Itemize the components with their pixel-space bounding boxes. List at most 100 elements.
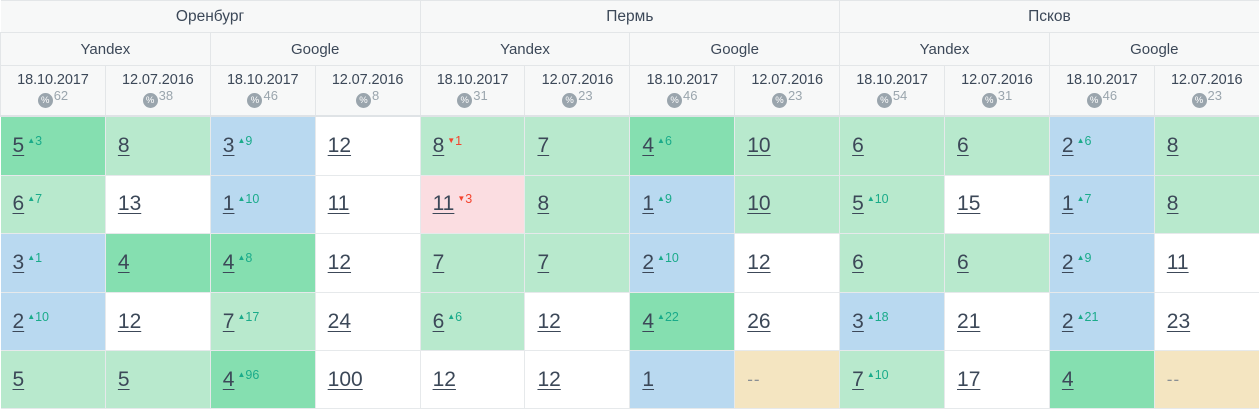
rank-value[interactable]: 3 xyxy=(12,251,25,275)
rank-value[interactable]: 3 xyxy=(852,309,864,333)
rank-value[interactable]: 8 xyxy=(432,133,445,157)
rank-value[interactable]: 15 xyxy=(957,192,981,216)
rank-value[interactable]: 12 xyxy=(432,367,456,391)
rank-cell[interactable]: 4 ▲96 xyxy=(209,350,316,409)
rank-value[interactable]: 5 xyxy=(117,367,130,391)
rank-cell[interactable]: 6 xyxy=(839,116,946,176)
date-column-header[interactable]: 18.10.2017% 46 xyxy=(1048,65,1155,117)
rank-cell[interactable]: 4 ▲6 xyxy=(629,116,736,176)
rank-cell[interactable]: 1 ▲10 xyxy=(209,175,316,235)
rank-value[interactable]: 5 xyxy=(12,367,25,391)
rank-value[interactable]: 4 xyxy=(1061,367,1074,391)
rank-cell[interactable]: 12 xyxy=(524,350,631,409)
rank-cell[interactable]: 11 ▼3 xyxy=(419,175,526,235)
rank-cell[interactable]: 7 ▲10 xyxy=(839,350,946,409)
rank-value[interactable]: 12 xyxy=(537,367,561,391)
rank-cell[interactable]: 4 xyxy=(1048,350,1155,409)
date-column-header[interactable]: 12.07.2016% 23 xyxy=(734,65,841,117)
rank-cell[interactable]: 26 xyxy=(734,292,841,352)
rank-value[interactable]: 4 xyxy=(222,251,235,275)
rank-cell[interactable]: 6 ▲6 xyxy=(419,292,526,352)
rank-cell[interactable]: 7 xyxy=(419,233,526,293)
rank-value[interactable]: 8 xyxy=(117,133,130,157)
rank-value[interactable]: 1 xyxy=(1061,192,1074,216)
rank-value[interactable]: 4 xyxy=(117,251,130,275)
rank-value[interactable]: 24 xyxy=(327,309,352,333)
rank-value[interactable]: 11 xyxy=(327,192,350,216)
rank-cell[interactable]: 5 ▲10 xyxy=(839,175,946,235)
rank-cell[interactable]: 4 ▲22 xyxy=(629,292,736,352)
rank-cell[interactable]: 15 xyxy=(944,175,1050,235)
date-column-header[interactable]: 12.07.2016% 23 xyxy=(1153,65,1259,117)
rank-cell[interactable]: 8 ▼1 xyxy=(419,116,526,176)
rank-cell[interactable]: 5 xyxy=(0,350,106,409)
rank-cell[interactable]: 7 ▲17 xyxy=(209,292,316,352)
rank-cell[interactable]: 4 xyxy=(104,233,211,293)
rank-cell[interactable]: 12 xyxy=(104,292,211,352)
rank-value[interactable]: 6 xyxy=(957,133,969,157)
rank-cell[interactable]: 8 xyxy=(1153,116,1259,176)
date-column-header[interactable]: 12.07.2016% 38 xyxy=(104,65,211,117)
rank-cell[interactable]: 6 ▲7 xyxy=(0,175,106,235)
rank-value[interactable]: 12 xyxy=(747,251,771,275)
rank-value[interactable]: 11 xyxy=(432,192,455,216)
rank-cell[interactable]: 17 xyxy=(944,350,1050,409)
rank-cell[interactable]: 11 xyxy=(1153,233,1259,293)
rank-cell[interactable]: 13 xyxy=(104,175,211,235)
rank-cell[interactable]: 8 xyxy=(104,116,211,176)
rank-value[interactable]: 2 xyxy=(1061,309,1074,333)
rank-value[interactable]: 7 xyxy=(537,133,550,157)
rank-cell[interactable]: 10 xyxy=(734,175,841,235)
date-column-header[interactable]: 18.10.2017% 46 xyxy=(209,65,316,117)
rank-cell[interactable]: 3 ▲18 xyxy=(839,292,946,352)
rank-cell[interactable]: 2 ▲9 xyxy=(1048,233,1155,293)
date-column-header[interactable]: 18.10.2017% 31 xyxy=(419,65,526,117)
date-column-header[interactable]: 18.10.2017% 62 xyxy=(0,65,106,117)
rank-cell[interactable]: 3 ▲9 xyxy=(209,116,316,176)
rank-value[interactable]: 12 xyxy=(327,251,352,275)
rank-cell[interactable]: 21 xyxy=(944,292,1050,352)
rank-value[interactable]: 2 xyxy=(1061,251,1074,275)
rank-value[interactable]: 5 xyxy=(852,192,864,216)
rank-cell[interactable]: 2 ▲21 xyxy=(1048,292,1155,352)
rank-cell[interactable]: 7 xyxy=(524,233,631,293)
date-column-header[interactable]: 12.07.2016% 31 xyxy=(944,65,1050,117)
rank-value[interactable]: 7 xyxy=(432,251,445,275)
rank-value[interactable]: 26 xyxy=(747,309,771,333)
rank-value[interactable]: 10 xyxy=(747,192,771,216)
rank-value[interactable]: 8 xyxy=(1166,133,1179,157)
rank-cell[interactable]: 2 ▲10 xyxy=(0,292,106,352)
rank-value[interactable]: 4 xyxy=(642,309,655,333)
rank-cell[interactable]: 6 xyxy=(944,116,1050,176)
rank-value[interactable]: 6 xyxy=(957,251,969,275)
rank-cell[interactable]: 23 xyxy=(1153,292,1259,352)
rank-cell[interactable]: 6 xyxy=(839,233,946,293)
rank-value[interactable]: 8 xyxy=(537,192,550,216)
rank-value[interactable]: 7 xyxy=(852,367,864,391)
rank-cell[interactable]: 11 xyxy=(314,175,421,235)
rank-cell[interactable]: 5 ▲3 xyxy=(0,116,106,176)
rank-cell[interactable]: 8 xyxy=(1153,175,1259,235)
rank-value[interactable]: 12 xyxy=(117,309,142,333)
date-column-header[interactable]: 12.07.2016% 8 xyxy=(314,65,421,117)
rank-value[interactable]: 8 xyxy=(1166,192,1179,216)
rank-cell[interactable]: 8 xyxy=(524,175,631,235)
rank-value[interactable]: 1 xyxy=(642,192,655,216)
rank-cell[interactable]: 1 ▲9 xyxy=(629,175,736,235)
rank-value[interactable]: 6 xyxy=(852,133,864,157)
date-column-header[interactable]: 18.10.2017% 54 xyxy=(839,65,946,117)
rank-value[interactable]: 5 xyxy=(12,133,25,157)
rank-cell[interactable]: 12 xyxy=(314,233,421,293)
rank-cell[interactable]: 12 xyxy=(419,350,526,409)
date-column-header[interactable]: 12.07.2016% 23 xyxy=(524,65,631,117)
rank-value[interactable]: 6 xyxy=(432,309,445,333)
rank-value[interactable]: 2 xyxy=(642,251,655,275)
rank-value[interactable]: 4 xyxy=(642,133,655,157)
rank-cell[interactable]: 24 xyxy=(314,292,421,352)
rank-value[interactable]: 12 xyxy=(327,133,352,157)
rank-value[interactable]: 1 xyxy=(222,192,235,216)
rank-cell[interactable]: 7 xyxy=(524,116,631,176)
rank-cell[interactable]: 2 ▲10 xyxy=(629,233,736,293)
rank-cell[interactable]: 3 ▲1 xyxy=(0,233,106,293)
rank-value[interactable]: 13 xyxy=(117,192,142,216)
